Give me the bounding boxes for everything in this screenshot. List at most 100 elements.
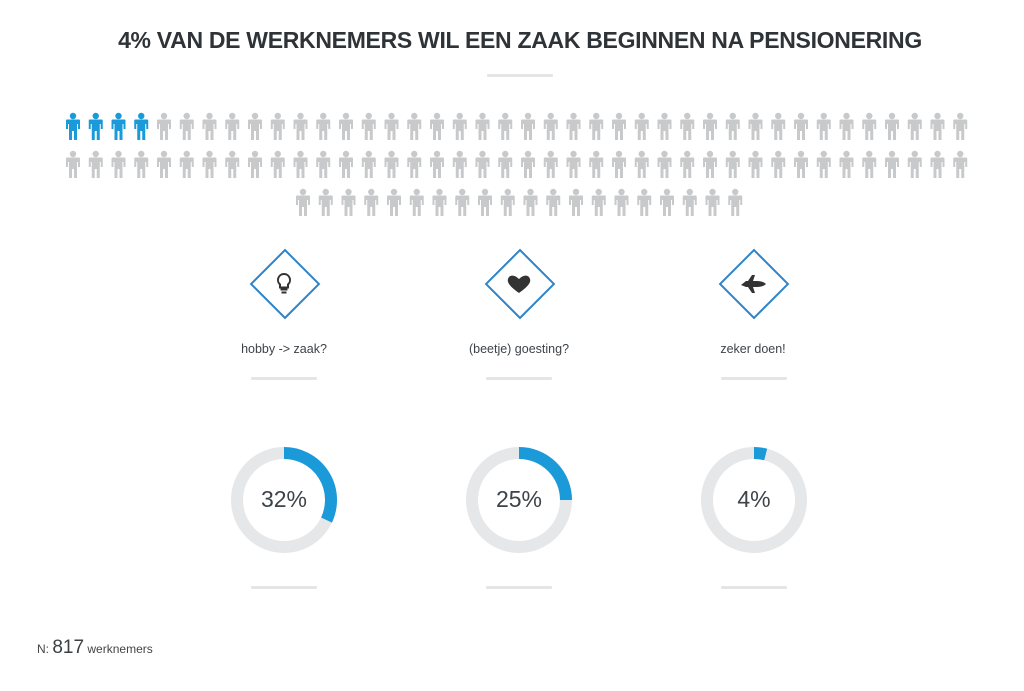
category-label: hobby -> zaak? — [241, 342, 327, 356]
person-icon — [452, 150, 467, 178]
person-icon — [725, 150, 740, 178]
person-icon — [157, 150, 171, 178]
person-icon — [566, 150, 581, 178]
person-icon — [839, 150, 854, 178]
person-icon — [862, 150, 877, 178]
person-icon — [88, 112, 103, 140]
person-icon — [591, 188, 606, 216]
sample-size-suffix: werknemers — [87, 642, 153, 656]
person-icon — [452, 112, 467, 140]
person-icon — [134, 112, 149, 140]
person-icon — [703, 112, 717, 140]
person-icon — [953, 150, 968, 178]
sample-size: N: 817 werknemers — [37, 637, 153, 659]
person-icon — [771, 112, 786, 140]
person-icon — [361, 150, 376, 178]
donut-divider — [486, 586, 552, 589]
donut-divider — [721, 586, 787, 589]
person-icon — [839, 112, 854, 140]
person-icon — [225, 112, 240, 140]
person-icon — [296, 188, 310, 216]
lightbulb-icon — [276, 272, 292, 294]
person-icon — [498, 150, 513, 178]
person-icon — [566, 112, 581, 140]
person-icon — [612, 150, 626, 178]
person-icon — [521, 150, 535, 178]
person-icon — [728, 188, 743, 216]
person-icon — [523, 188, 538, 216]
person-icon — [432, 188, 447, 216]
heart-icon — [507, 275, 531, 293]
person-icon — [794, 150, 808, 178]
donut-chart — [701, 447, 807, 553]
person-icon — [634, 150, 649, 178]
person-icon — [384, 150, 399, 178]
person-icon — [657, 150, 672, 178]
person-icon — [521, 112, 535, 140]
donut-value-arc — [283, 447, 337, 523]
person-icon — [387, 188, 401, 216]
sample-size-prefix: N: — [37, 642, 49, 656]
donut-chart — [466, 447, 572, 553]
person-icon — [682, 188, 697, 216]
donut-percent-label: 32% — [260, 486, 308, 512]
person-icon — [543, 150, 558, 178]
person-icon — [637, 188, 652, 216]
donut-percent-label: 25% — [495, 486, 543, 512]
person-icon — [316, 112, 331, 140]
person-icon — [478, 188, 492, 216]
person-icon — [500, 188, 515, 216]
person-icon — [589, 150, 604, 178]
person-icon — [339, 150, 353, 178]
person-icon — [134, 150, 149, 178]
person-icon — [179, 112, 194, 140]
person-icon — [407, 112, 422, 140]
person-icon — [930, 150, 945, 178]
person-icon — [111, 112, 126, 140]
person-icon — [475, 150, 490, 178]
person-icon — [430, 112, 444, 140]
person-icon — [771, 150, 786, 178]
person-icon — [293, 112, 308, 140]
person-icon — [66, 112, 80, 140]
person-icon — [498, 112, 513, 140]
person-icon — [364, 188, 379, 216]
person-icon — [66, 150, 80, 178]
person-icon — [179, 150, 194, 178]
sample-size-count: 817 — [52, 637, 85, 658]
person-icon — [546, 188, 561, 216]
person-icon — [409, 188, 424, 216]
person-icon — [157, 112, 171, 140]
person-icon — [270, 150, 285, 178]
donut-value-arc — [518, 447, 572, 501]
person-icon — [270, 112, 285, 140]
person-icon — [614, 188, 629, 216]
category-label: (beetje) goesting? — [468, 342, 570, 356]
donut-chart — [231, 447, 337, 553]
category-divider — [486, 377, 552, 380]
person-icon — [657, 112, 672, 140]
person-icon — [725, 112, 740, 140]
person-icon — [316, 150, 331, 178]
person-icon — [816, 150, 831, 178]
person-icon — [680, 150, 695, 178]
person-icon — [361, 112, 376, 140]
person-icon — [816, 112, 831, 140]
person-icon — [569, 188, 583, 216]
person-icon — [748, 112, 763, 140]
person-icon — [430, 150, 444, 178]
person-icon — [455, 188, 470, 216]
person-icon — [862, 112, 877, 140]
page-title: 4% VAN DE WERKNEMERS WIL EEN ZAAK BEGINN… — [118, 27, 922, 53]
person-icon — [748, 150, 763, 178]
person-icon — [953, 112, 968, 140]
person-icon — [248, 112, 262, 140]
person-icon — [907, 112, 922, 140]
person-icon — [339, 112, 353, 140]
person-icon — [885, 150, 899, 178]
person-icon — [634, 112, 649, 140]
person-icon — [680, 112, 695, 140]
person-icon — [88, 150, 103, 178]
donut-percent-label: 4% — [737, 486, 771, 512]
person-icon — [384, 112, 399, 140]
